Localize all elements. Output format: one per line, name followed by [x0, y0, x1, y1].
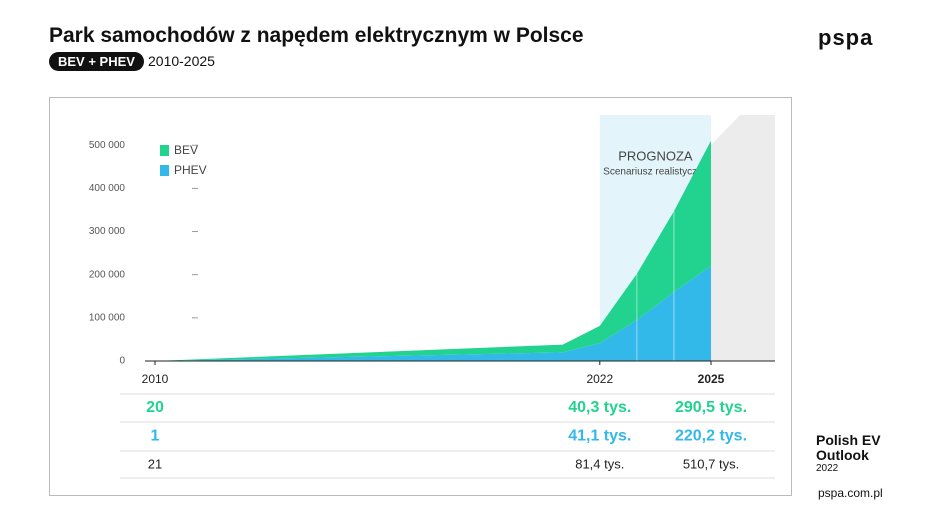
table-value: 220,2 tys.	[675, 428, 747, 445]
title: Park samochodów z napędem elektrycznym w…	[49, 24, 584, 47]
chart-frame	[49, 97, 792, 496]
table-value: 20	[146, 399, 164, 416]
table-value: 81,4 tys.	[575, 456, 624, 471]
table-value: 1	[151, 428, 160, 445]
legend-label: BEV	[174, 143, 198, 157]
table-value: 41,1 tys.	[568, 428, 631, 445]
legend-label: PHEV	[174, 163, 207, 177]
area-phev	[155, 265, 711, 361]
forecast-subtitle: Scenariusz realistyczny	[603, 167, 707, 178]
y-tick-label: 100 000	[89, 312, 126, 323]
table-value: 290,5 tys.	[675, 399, 747, 416]
logo[interactable]: pspa	[818, 25, 874, 50]
x-tick-label: 2010	[142, 372, 169, 386]
y-tick-label: 0	[119, 356, 125, 367]
forecast-title: PROGNOZA	[618, 148, 693, 163]
legend-swatch	[160, 165, 169, 176]
legend-swatch	[160, 145, 169, 156]
outlook-year: 2022	[816, 463, 839, 474]
forecast-extension	[711, 115, 775, 361]
x-tick-label: 2022	[586, 372, 613, 386]
badge: BEV + PHEV	[49, 52, 144, 71]
url[interactable]: pspa.com.pl	[818, 486, 883, 500]
table-value: 510,7 tys.	[683, 456, 739, 471]
y-tick-label: 500 000	[89, 140, 126, 151]
y-tick-label: 400 000	[89, 183, 126, 194]
x-tick-label: 2025	[698, 372, 725, 386]
table-value: 21	[148, 456, 162, 471]
table-value: 40,3 tys.	[568, 399, 631, 416]
range: 2010-2025	[148, 53, 215, 69]
outlook: Polish EV Outlook	[816, 432, 881, 463]
y-tick-label: 300 000	[89, 226, 126, 237]
y-tick-label: 200 000	[89, 269, 126, 280]
